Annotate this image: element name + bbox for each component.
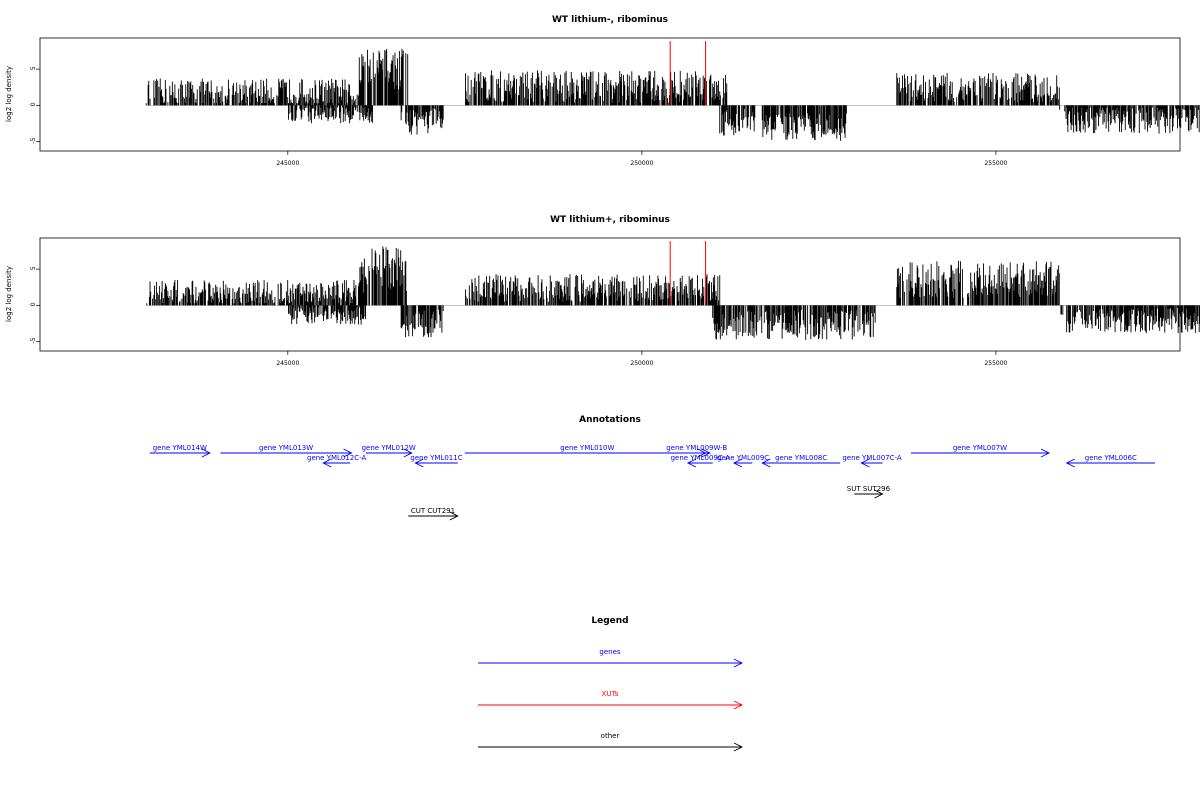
legend-label: other <box>601 732 620 740</box>
x-axis: 245000 250000 255000 <box>276 351 1008 367</box>
feature-arrowhead <box>874 489 884 499</box>
legend-arrowhead <box>733 658 744 668</box>
feature-arrowhead <box>201 448 211 458</box>
feature-arrowhead <box>414 458 424 468</box>
y-axis-label: log2 log density <box>5 266 13 322</box>
feature-arrowhead <box>697 448 707 458</box>
legend-label: XUTs <box>602 690 619 698</box>
feature-arrowhead <box>732 458 743 468</box>
feature-arrowhead <box>449 511 459 521</box>
feature-label: SUT SUT296 <box>847 485 891 493</box>
x-tick-label: 245000 <box>276 360 299 367</box>
feature-arrowhead <box>701 448 711 458</box>
y-tick-label: 0 <box>30 102 37 106</box>
density-panel-lithium-plus: WT lithium+, ribominus log2 log density … <box>5 215 1200 367</box>
legend: Legend genes XUTs other <box>478 616 744 752</box>
feature-label: CUT CUT291 <box>411 507 455 515</box>
y-axis: -5 0 5 <box>30 66 40 144</box>
panel-title: WT lithium-, ribominus <box>552 15 668 25</box>
y-tick-label: -5 <box>30 137 37 143</box>
feature-label: gene YML013W <box>259 444 313 452</box>
feature-label: gene YML007W <box>953 444 1007 452</box>
legend-arrowhead <box>733 742 744 752</box>
x-axis: 245000 250000 255000 <box>276 151 1008 167</box>
plot-frame <box>39 237 1181 352</box>
feature-label: gene YML011C <box>410 454 462 462</box>
legend-arrowhead <box>733 700 744 710</box>
annotation-features: gene YML014W gene YML013W gene YML012W gene… <box>149 444 1155 521</box>
panel-title: WT lithium+, ribominus <box>550 215 670 225</box>
legend-items: genes XUTs other <box>478 648 744 752</box>
feature-arrowhead <box>1040 448 1051 458</box>
feature-label: gene YML010W <box>560 444 614 452</box>
feature-label: gene YML012C-A <box>307 454 367 462</box>
feature-arrowhead <box>1065 458 1075 468</box>
feature-label: gene YML008C <box>775 454 827 462</box>
x-tick-label: 245000 <box>276 160 299 167</box>
feature-label: gene YML007C-A <box>842 454 902 462</box>
feature-label: gene YML009C <box>717 454 769 462</box>
feature-arrowhead <box>761 458 771 468</box>
y-axis: -5 0 5 <box>30 266 40 344</box>
feature-label: gene YML012W <box>362 444 416 452</box>
bar-marks <box>145 41 1200 141</box>
annotations-track: Annotations gene YML014W gene YML013W gene… <box>149 415 1155 521</box>
y-tick-label: 0 <box>30 302 37 306</box>
density-panel-lithium-minus: WT lithium-, ribominus log2 log density … <box>5 15 1200 167</box>
annotations-title: Annotations <box>579 415 641 425</box>
bar-marks <box>146 241 1200 340</box>
y-tick-label: 5 <box>30 266 37 270</box>
feature-arrowhead <box>686 458 697 468</box>
feature-label: gene YML009W-B <box>666 444 727 452</box>
y-axis-label: log2 log density <box>5 66 13 122</box>
x-tick-label: 250000 <box>630 160 653 167</box>
feature-arrowhead <box>322 458 332 468</box>
feature-arrowhead <box>403 448 413 458</box>
x-tick-label: 250000 <box>630 360 653 367</box>
legend-label: genes <box>599 648 620 656</box>
x-tick-label: 255000 <box>984 360 1007 367</box>
y-tick-label: 5 <box>30 66 37 70</box>
x-tick-label: 255000 <box>984 160 1007 167</box>
legend-title: Legend <box>591 616 628 626</box>
feature-label: gene YML006C <box>1085 454 1137 462</box>
feature-arrowhead <box>860 458 870 468</box>
plot-frame <box>39 37 1181 152</box>
y-tick-label: -5 <box>30 337 37 343</box>
feature-label: gene YML009C-A <box>671 454 731 462</box>
feature-arrowhead <box>343 448 353 458</box>
feature-label: gene YML014W <box>153 444 207 452</box>
